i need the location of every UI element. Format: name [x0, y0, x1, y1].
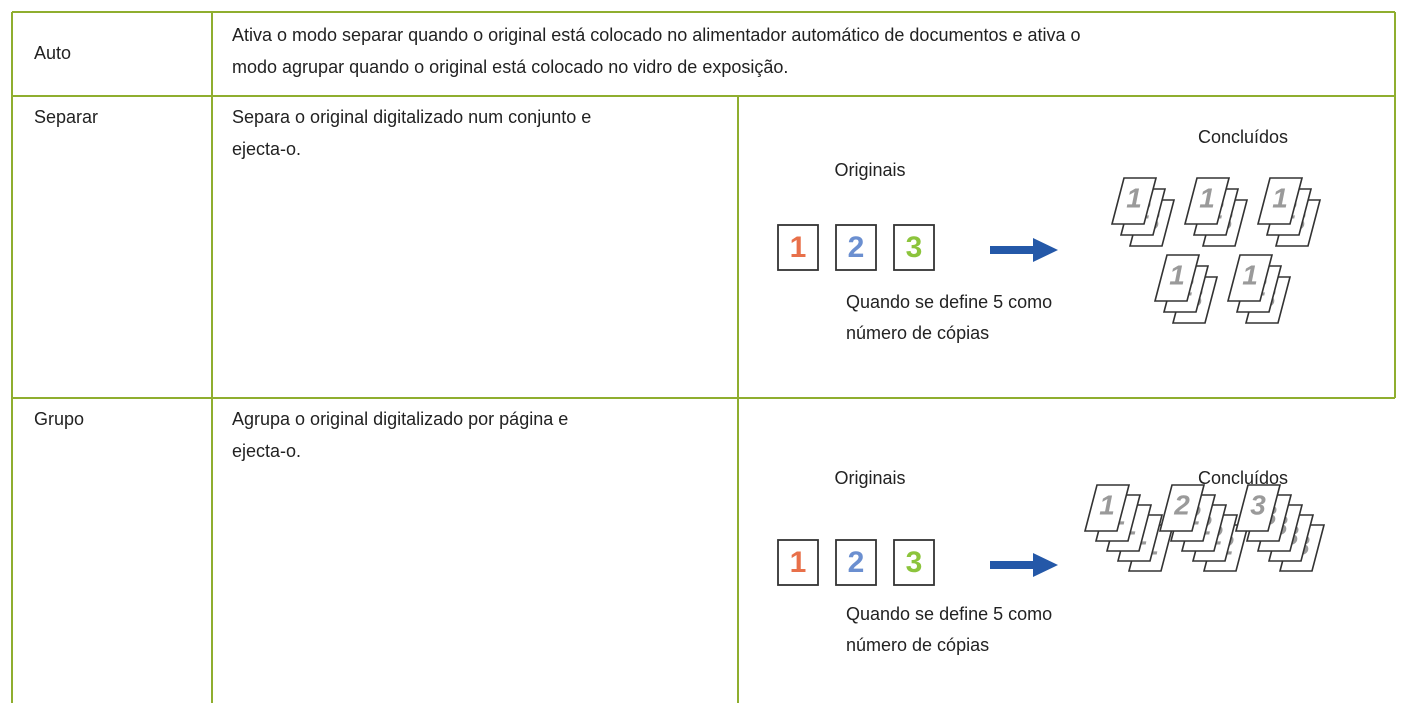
- finished-stack: 321: [1256, 177, 1322, 247]
- original-number: 3: [906, 231, 923, 264]
- finished-page-number: 1: [1272, 182, 1288, 213]
- original-page: [777, 224, 819, 271]
- original-number: 1: [790, 546, 807, 579]
- finished-page-number: 1: [1199, 182, 1215, 213]
- mode-label: Grupo: [34, 409, 84, 429]
- finished-stack: 22222: [1158, 484, 1250, 572]
- original-page: [777, 539, 819, 586]
- mode-label: Auto: [34, 43, 71, 63]
- arrow-head: [1033, 238, 1058, 262]
- arrow-head: [1033, 553, 1058, 577]
- description: modo agrupar quando o original está colo…: [232, 57, 788, 77]
- original-number: 2: [848, 546, 865, 579]
- original-page: [835, 539, 877, 586]
- finished-page: [1083, 484, 1131, 532]
- original-number: 2: [848, 231, 865, 264]
- finished-page: [1110, 177, 1158, 225]
- finished-stack: 321: [1110, 177, 1176, 247]
- finished-stack: 321: [1183, 177, 1249, 247]
- finished-page: [1183, 177, 1231, 225]
- mode-label: Separar: [34, 107, 98, 127]
- finished-page-number: 1: [1126, 182, 1142, 213]
- finished-label: Concluídos: [1198, 468, 1288, 488]
- description: Ativa o modo separar quando o original e…: [232, 25, 1081, 45]
- caption: número de cópias: [846, 635, 989, 655]
- finished-stack: 321: [1226, 254, 1292, 324]
- original-page: [893, 224, 935, 271]
- illustration: Originais Concluídos 1 2 3 Quando se define 5…: [777, 468, 1326, 655]
- description: ejecta-o.: [232, 139, 301, 159]
- table-grid: [11, 11, 1396, 703]
- original-page: [893, 539, 935, 586]
- finished-page: [1153, 254, 1201, 302]
- finished-stack: 33333: [1234, 484, 1326, 572]
- finished-page-number: 3: [1250, 489, 1266, 520]
- originals-label: Originais: [834, 468, 905, 488]
- caption: Quando se define 5 como: [846, 292, 1052, 312]
- finished-page: [1256, 177, 1304, 225]
- original-page: [835, 224, 877, 271]
- finished-page-number: 2: [1173, 489, 1190, 520]
- original-number: 1: [790, 231, 807, 264]
- original-number: 3: [906, 546, 923, 579]
- description: Separa o original digitalizado num conju…: [232, 107, 591, 127]
- finished-page: [1234, 484, 1282, 532]
- caption: Quando se define 5 como: [846, 604, 1052, 624]
- finished-page: [1158, 484, 1206, 532]
- description: Agrupa o original digitalizado por págin…: [232, 409, 568, 429]
- illustration: Originais Concluídos 1 2 3 Quando se define 5…: [777, 127, 1322, 343]
- finished-page-number: 1: [1169, 259, 1185, 290]
- finished-label: Concluídos: [1198, 127, 1288, 147]
- finished-page-number: 1: [1242, 259, 1258, 290]
- description: ejecta-o.: [232, 441, 301, 461]
- finished-page: [1226, 254, 1274, 302]
- finished-page-number: 1: [1099, 489, 1115, 520]
- originals-label: Originais: [834, 160, 905, 180]
- finished-stack: 321: [1153, 254, 1219, 324]
- caption: número de cópias: [846, 323, 989, 343]
